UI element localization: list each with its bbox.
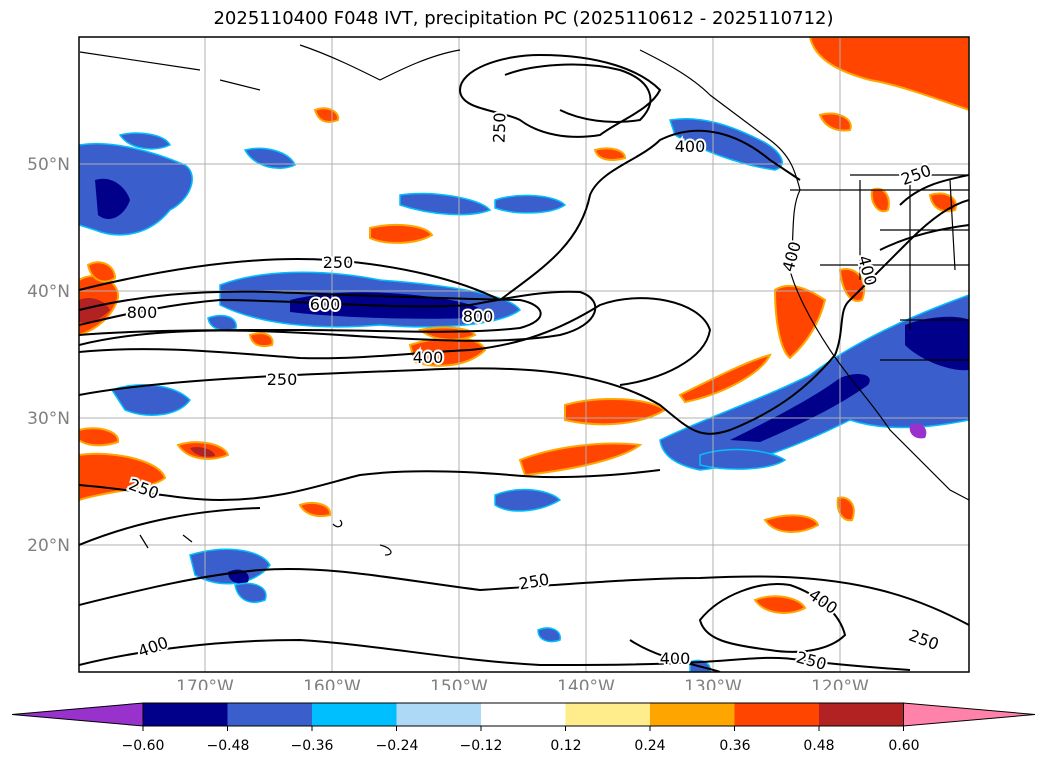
colorbar-boxes (11, 702, 1036, 731)
colorbar-box (396, 703, 482, 726)
longitude-labels: 170°W 160°W 150°W 140°W 130°W 120°W (176, 677, 869, 690)
colorbar-box (143, 703, 228, 726)
contour-label: 400 (805, 585, 841, 618)
colorbar-box (650, 703, 735, 726)
lat-label: 20°N (27, 536, 70, 556)
colorbar-tick: 0.36 (719, 738, 750, 754)
colorbar-tick: −0.12 (460, 738, 503, 754)
contour-label: 250 (906, 626, 941, 654)
contour-label: 400 (413, 348, 444, 367)
contour-label: 250 (489, 112, 509, 143)
colorbar-tick: 0.60 (888, 738, 919, 754)
contour-label: 250 (899, 161, 934, 189)
colorbar-tick: 0.24 (634, 738, 665, 754)
colorbar-tick: 0.48 (803, 738, 834, 754)
map-title: 2025110400 F048 IVT, precipitation PC (2… (213, 8, 834, 29)
lon-label: 160°W (303, 677, 361, 690)
contour-label: 400 (675, 137, 706, 156)
contour-label: 400 (779, 239, 805, 273)
lat-label: 30°N (27, 409, 70, 429)
colorbar-frame (142, 702, 904, 727)
latitude-labels: 50°N 40°N 30°N 20°N (27, 155, 70, 556)
colorbar-tick: −0.24 (376, 738, 419, 754)
contour-label: 250 (794, 648, 828, 674)
lon-label: 140°W (557, 677, 615, 690)
contour-label: 250 (517, 570, 550, 594)
colorbar-box (227, 703, 313, 726)
contour-label: 800 (463, 307, 494, 326)
lat-label: 50°N (27, 155, 70, 175)
plot-frame (78, 36, 970, 673)
colorbar-box (734, 703, 820, 726)
colorbar-box (312, 703, 397, 726)
colorbar-extend-min (11, 702, 144, 727)
ivt-contours (79, 53, 969, 672)
contour-label: 800 (127, 303, 158, 322)
colorbar-box (819, 703, 904, 726)
colorbar-tick: −0.60 (122, 738, 165, 754)
map: 250 400 250 400 400 250 600 800 800 400 … (27, 36, 970, 690)
lat-label: 40°N (27, 282, 70, 302)
contour-label: 250 (323, 253, 354, 272)
coastlines (79, 44, 969, 556)
colorbar-tick-labels: −0.60 −0.48 −0.36 −0.24 −0.12 0.12 0.24 … (122, 738, 920, 754)
colorbar-tick: −0.48 (207, 738, 250, 754)
lon-label: 150°W (430, 677, 488, 690)
colorbar-tick: −0.36 (291, 738, 334, 754)
contour-label: 400 (660, 649, 691, 668)
colorbar-tick: 0.12 (550, 738, 581, 754)
gridlines (79, 37, 969, 672)
lon-label: 120°W (811, 677, 869, 690)
contour-label: 400 (136, 633, 171, 661)
lon-label: 170°W (176, 677, 234, 690)
lon-label: 130°W (684, 677, 742, 690)
contour-label: 250 (267, 370, 298, 389)
colorbar-extend-max (903, 702, 1036, 727)
colorbar-box (481, 703, 566, 726)
contour-label: 600 (310, 295, 341, 314)
colorbar-box (565, 703, 651, 726)
